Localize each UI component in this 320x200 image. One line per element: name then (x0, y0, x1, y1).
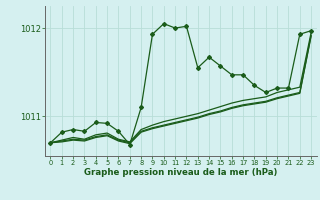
X-axis label: Graphe pression niveau de la mer (hPa): Graphe pression niveau de la mer (hPa) (84, 168, 277, 177)
